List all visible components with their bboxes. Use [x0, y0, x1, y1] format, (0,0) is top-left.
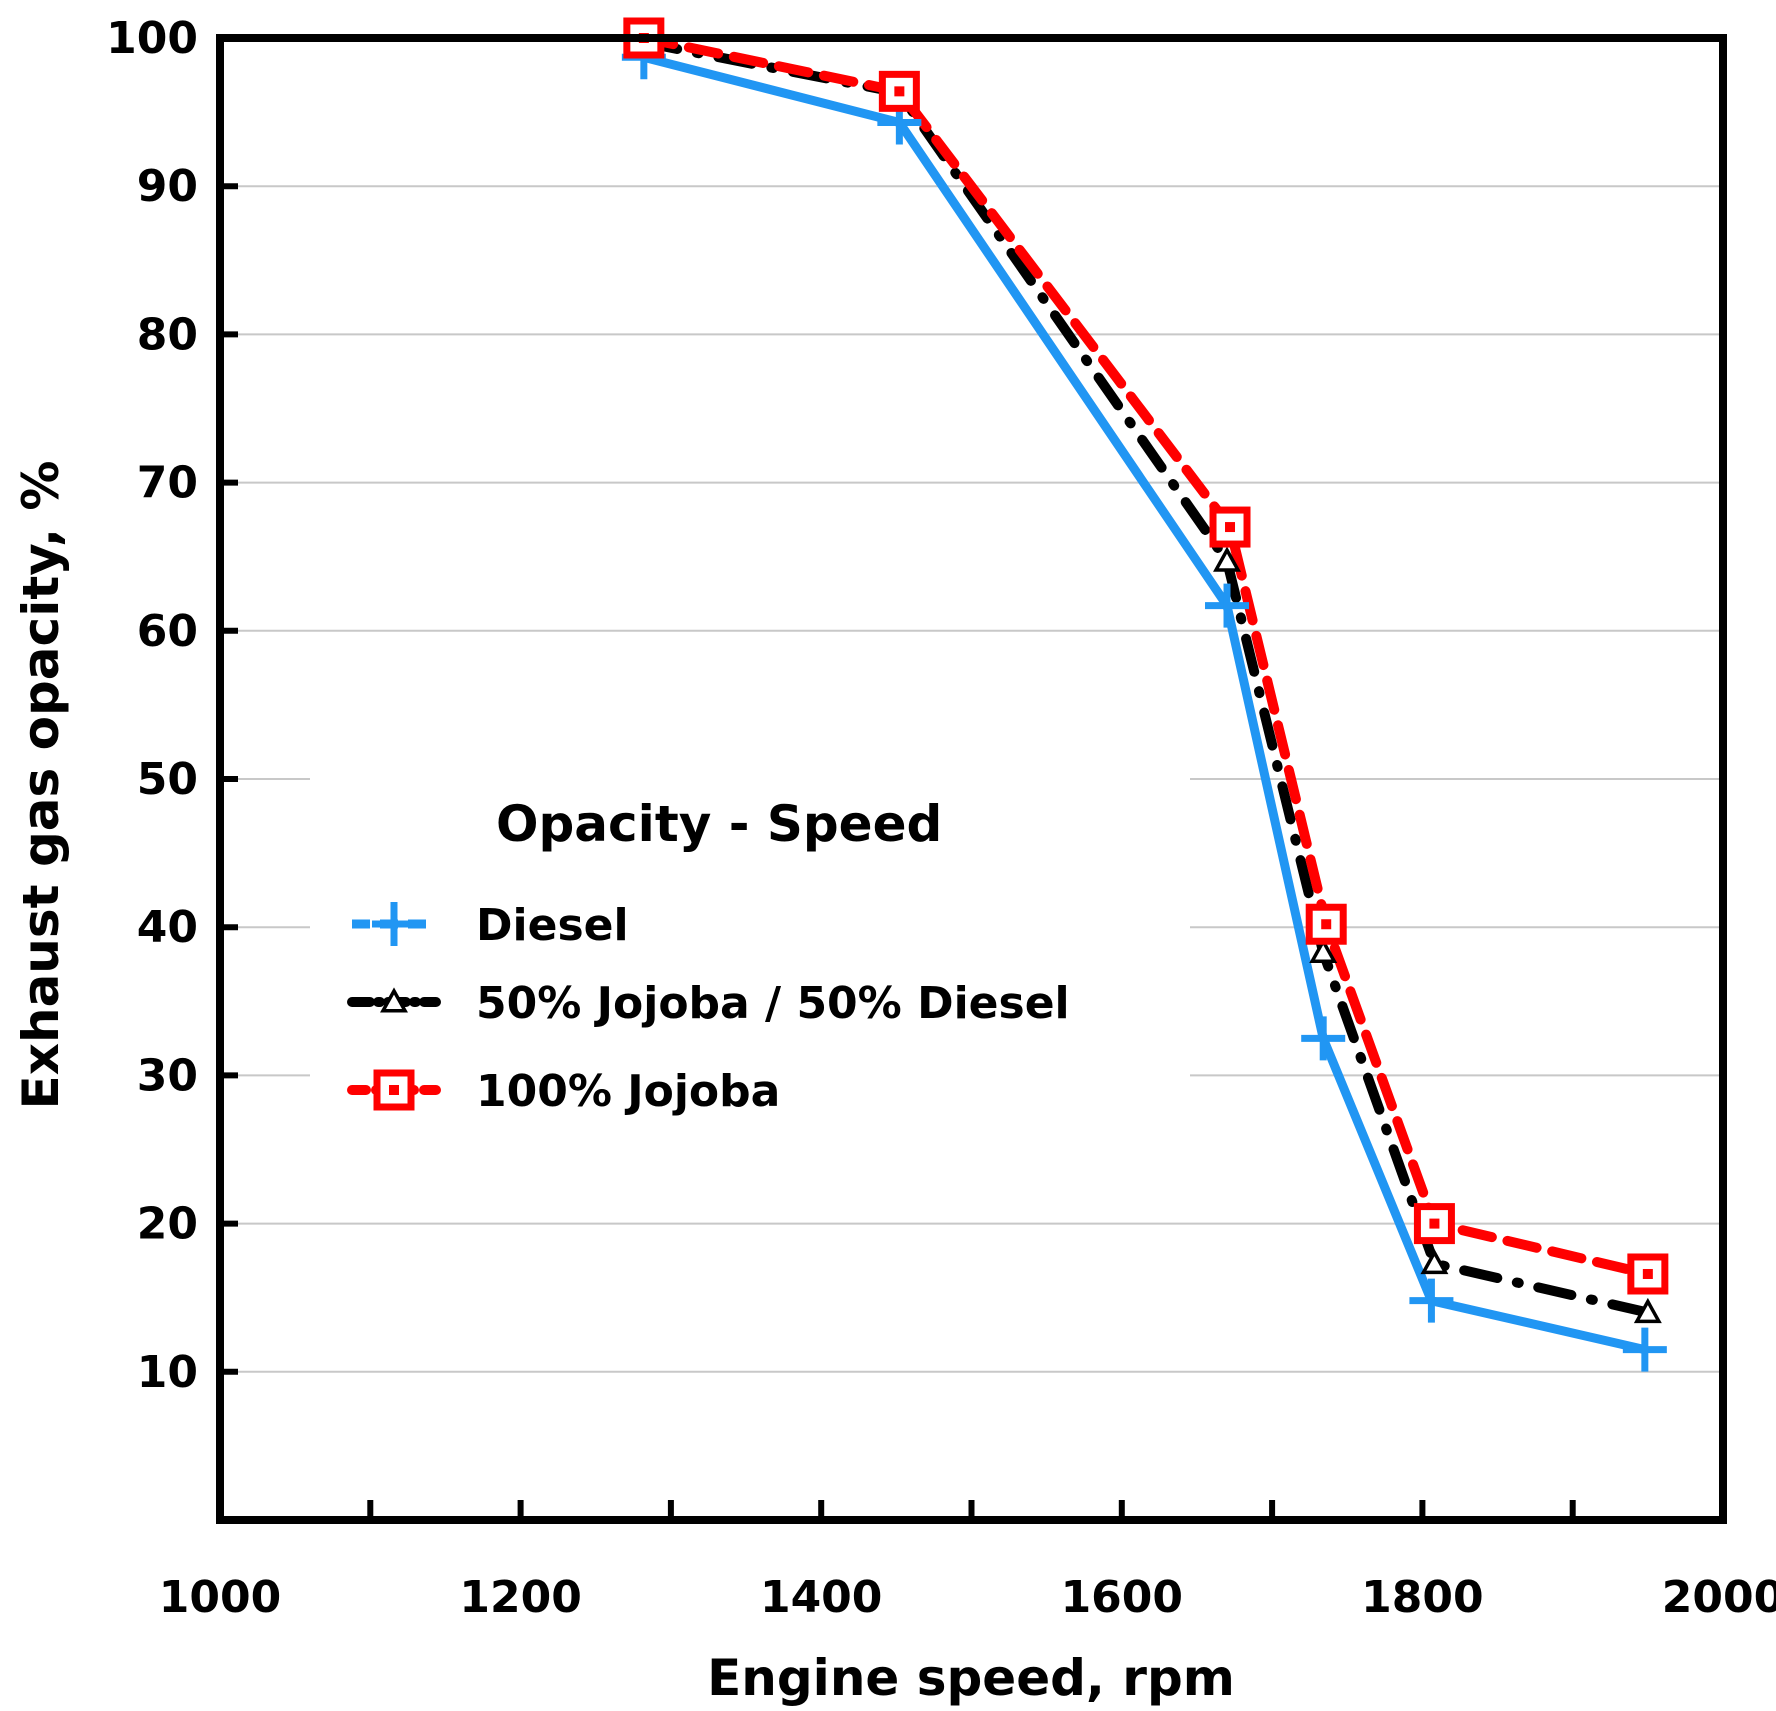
series-2-point-3: [1305, 903, 1347, 945]
series-line-1: [638, 37, 1653, 1318]
series-2-point-1-center: [894, 86, 905, 97]
axis-ticks: [220, 35, 1576, 1520]
legend-marker-100-jojoba: [373, 1069, 415, 1111]
legend-item-diesel: Diesel: [352, 900, 629, 951]
y-axis-title: Exhaust gas opacity, %: [12, 461, 70, 1110]
legend-label-diesel: Diesel: [476, 900, 629, 951]
legend-marker-50-jojoba: [380, 987, 408, 1013]
series-2-point-5-center: [1642, 1268, 1653, 1279]
x-tick-label-1000: 1000: [159, 1572, 281, 1623]
legend-marker-diesel: [372, 902, 416, 946]
series-2-point-3-center: [1321, 919, 1332, 930]
series-1-point-3: [1309, 937, 1338, 963]
series-line-2: [638, 33, 1653, 1279]
legend-title: Opacity - Speed: [496, 795, 942, 853]
series-layer: [638, 33, 1653, 1354]
y-tick-label-60: 60: [137, 606, 198, 657]
marker-layer: [621, 17, 1669, 1372]
series-line-0: [642, 52, 1646, 1354]
x-axis-title: Engine speed, rpm: [707, 1649, 1235, 1707]
y-tick-label-10: 10: [137, 1347, 198, 1398]
y-tick-label-90: 90: [137, 161, 198, 212]
y-tick-label-30: 30: [137, 1050, 198, 1101]
y-tick-label-80: 80: [137, 309, 198, 360]
x-tick-label-1200: 1200: [459, 1572, 581, 1623]
series-1-point-4: [1420, 1249, 1449, 1275]
x-tick-label-1400: 1400: [760, 1572, 882, 1623]
tick-labels: 10 20 30 40 50 60 70 80 90 100 1000 1200 1400 1600 180…: [106, 13, 1776, 1623]
y-tick-label-40: 40: [137, 902, 198, 953]
y-tick-label-20: 20: [137, 1199, 198, 1250]
legend-marker-2-center: [389, 1085, 399, 1095]
legend-marker-1: [380, 987, 408, 1013]
y-tick-label-100: 100: [106, 13, 198, 64]
series-1-point-2: [1213, 546, 1241, 572]
series-1-point-5: [1633, 1297, 1662, 1324]
legend-label-50-jojoba: 50% Jojoba / 50% Diesel: [476, 978, 1070, 1029]
x-tick-label-1600: 1600: [1061, 1572, 1183, 1623]
y-tick-label-70: 70: [137, 458, 198, 509]
x-tick-label-1800: 1800: [1361, 1572, 1483, 1623]
x-tick-label-2000: 2000: [1662, 1572, 1776, 1623]
series-2-point-4-center: [1429, 1218, 1440, 1229]
legend-item-50-jojoba: 50% Jojoba / 50% Diesel: [347, 978, 1070, 1029]
legend-item-100-jojoba: 100% Jojoba: [347, 1066, 780, 1117]
series-2-point-1: [878, 70, 920, 112]
legend: Opacity - Speed Diesel 50% Jojoba / 50% …: [310, 742, 1190, 1150]
series-2-point-2-center: [1225, 522, 1236, 533]
legend-marker-2: [373, 1069, 415, 1111]
y-tick-label-50: 50: [137, 754, 198, 805]
legend-background: [310, 742, 1190, 1150]
gridlines: [220, 37, 1723, 1373]
legend-label-100-jojoba: 100% Jojoba: [476, 1066, 780, 1117]
